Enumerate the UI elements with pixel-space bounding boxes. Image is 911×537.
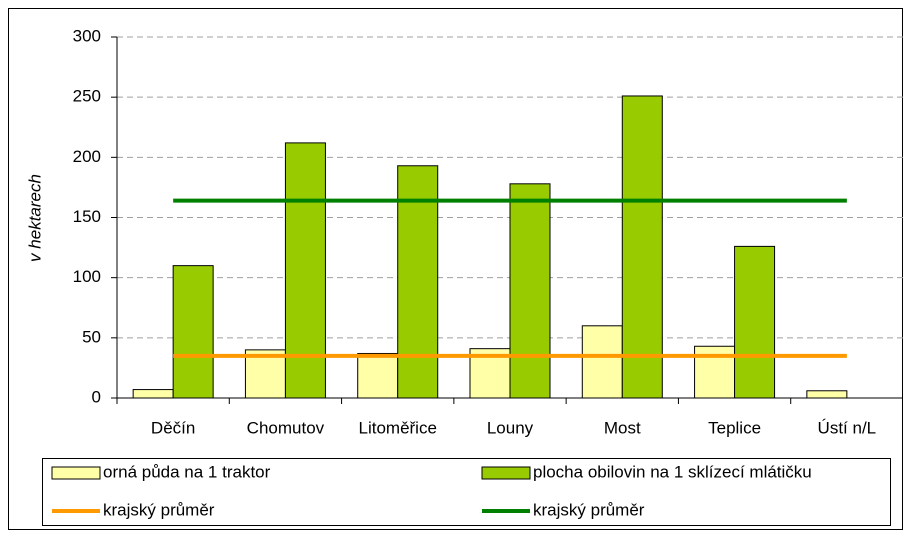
y-tick-label: 200 <box>73 147 101 166</box>
y-tick-label: 100 <box>73 267 101 286</box>
bar <box>132 389 174 399</box>
x-tick-label: Litoměřice <box>359 418 437 437</box>
bar <box>509 183 551 399</box>
x-tick-label: Děčín <box>151 418 195 437</box>
x-tick-label: Most <box>604 418 641 437</box>
bar <box>581 325 623 399</box>
bar <box>621 95 663 399</box>
bar <box>357 352 399 399</box>
bar <box>734 245 776 399</box>
y-tick-label: 150 <box>73 207 101 226</box>
bar <box>284 142 326 399</box>
y-axis-title: v hektarech <box>25 174 44 262</box>
x-tick-label: Chomutov <box>247 418 325 437</box>
y-tick-label: 250 <box>73 87 101 106</box>
bar <box>244 349 286 399</box>
legend-label: orná půda na 1 traktor <box>103 462 271 481</box>
bar <box>172 265 214 399</box>
y-tick-label: 300 <box>73 26 101 45</box>
legend-label: krajský průměr <box>533 500 645 519</box>
legend-label: plocha obilovin na 1 sklízecí mlátičku <box>533 462 812 481</box>
bar <box>806 390 848 399</box>
y-tick-label: 0 <box>92 387 101 406</box>
x-tick-label: Louny <box>487 418 534 437</box>
legend-swatch <box>51 466 101 480</box>
legend-swatch <box>481 466 531 480</box>
y-tick-label: 50 <box>82 327 101 346</box>
x-tick-label: Ústí n/L <box>818 418 877 437</box>
legend-box <box>42 458 891 526</box>
x-tick-label: Teplice <box>708 418 761 437</box>
legend-label: krajský průměr <box>103 500 215 519</box>
